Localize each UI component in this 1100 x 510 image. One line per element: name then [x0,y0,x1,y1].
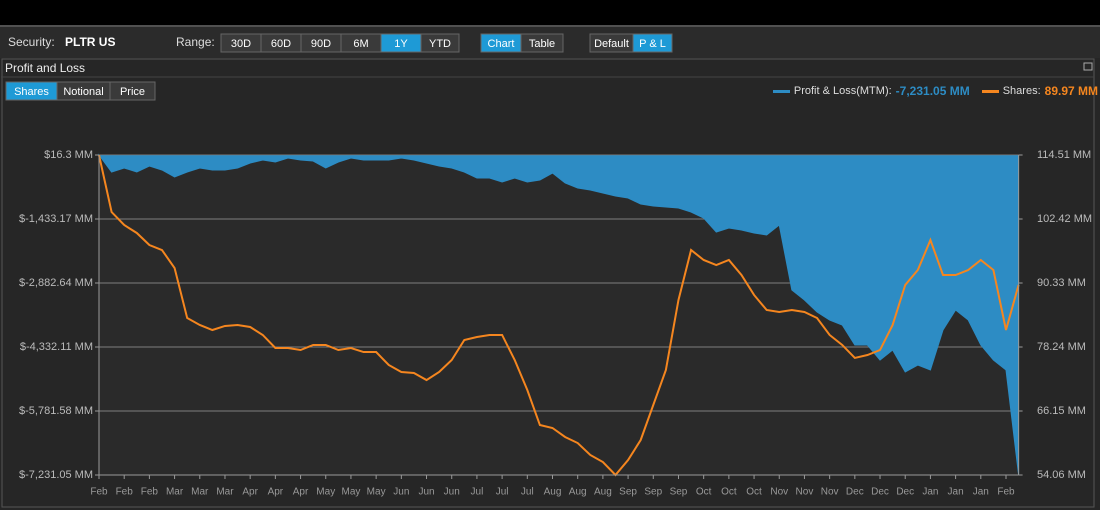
toggle-label[interactable]: 90D [311,38,331,50]
x-tick-label: Feb [997,487,1015,498]
x-tick-label: Sep [619,487,637,498]
y-tick-label: $16.3 MM [44,149,93,161]
shares-line [98,154,1020,477]
x-tick-label: Jul [496,487,509,498]
x-tick-label: Sep [670,487,688,498]
toggle-label[interactable]: Table [529,38,555,50]
x-tick-label: Jun [444,487,460,498]
toggle-label[interactable]: P & L [639,38,666,50]
legend-swatch [981,89,999,93]
x-tick-label: Feb [90,487,108,498]
legend-value: 89.97 MM [1044,84,1098,98]
toggle-label[interactable]: 1Y [394,38,408,50]
pnl-area [98,153,1020,476]
x-tick-label: Dec [896,487,914,498]
x-tick-label: Oct [721,487,737,498]
legend-swatch [772,89,790,93]
y2-tick-label: 90.33 MM [1037,277,1086,289]
x-tick-label: Jul [471,487,484,498]
x-tick-label: Jul [521,487,534,498]
toggle-button[interactable] [109,81,156,101]
y2-tick-label: 114.51 MM [1037,149,1091,161]
toggle-label[interactable]: 30D [231,38,251,50]
x-tick-label: Oct [696,487,712,498]
y2-tick-label: 54.06 MM [1037,469,1086,481]
x-tick-label: Jan [948,487,964,498]
x-tick-label: Jan [922,487,938,498]
x-tick-label: Aug [544,487,562,498]
toggle-label[interactable]: Chart [488,38,515,50]
toggle-label[interactable]: Notional [63,86,103,98]
x-tick-label: Jan [973,487,989,498]
x-tick-label: May [341,487,360,498]
x-tick-label: Nov [821,487,839,498]
legend-label: Shares: [1002,85,1041,97]
toggle-label[interactable]: 60D [271,38,291,50]
toggle-label[interactable]: YTD [429,38,451,50]
toggle-label[interactable]: Default [594,38,629,50]
toggle-button[interactable] [632,33,673,53]
x-tick-label: Apr [293,487,309,498]
range-label: Range: [176,35,215,49]
x-tick-label: Feb [141,487,159,498]
x-tick-label: Mar [166,487,184,498]
y2-tick-label: 78.24 MM [1037,341,1086,353]
y2-tick-label: 66.15 MM [1037,405,1086,417]
security: PLTR US [65,35,115,49]
toggle-label[interactable]: 6M [353,38,368,50]
y-tick-label: $-2,882.64 MM [19,277,93,289]
minimize-icon[interactable] [1083,62,1093,71]
x-tick-label: Feb [116,487,134,498]
x-tick-label: Sep [644,487,662,498]
legend: Profit & Loss(MTM): -7,231.05 MM Shares: 89… [765,84,1098,98]
x-tick-label: Mar [191,487,209,498]
x-tick-label: Jun [393,487,409,498]
legend-value: -7,231.05 MM [895,84,970,98]
toggle-button[interactable] [520,33,564,53]
toggle-label[interactable]: Shares [14,86,49,98]
x-tick-label: Nov [796,487,814,498]
x-tick-label: Apr [268,487,284,498]
security-label: Security: [8,35,55,49]
x-tick-label: May [316,487,335,498]
x-tick-label: Dec [846,487,864,498]
x-tick-label: Oct [746,487,762,498]
panel-title: Profit and Loss [5,61,85,75]
x-tick-label: Mar [216,487,234,498]
y-tick-label: $-5,781.58 MM [19,405,93,417]
x-tick-label: Apr [242,487,258,498]
y-tick-label: $-1,433.17 MM [19,213,93,225]
toggle-label[interactable]: Price [120,86,145,98]
x-tick-label: Dec [871,487,889,498]
x-tick-label: Jun [418,487,434,498]
y2-tick-label: 102.42 MM [1037,213,1092,225]
x-tick-label: Aug [594,487,612,498]
x-tick-label: Nov [770,487,788,498]
y-tick-label: $-4,332.11 MM [20,341,93,353]
x-tick-label: May [367,487,386,498]
legend-label: Profit & Loss(MTM): [793,85,892,97]
top-bar [0,0,1100,25]
toggle-button[interactable] [420,33,460,53]
y-tick-label: $-7,231.05 MM [19,469,93,481]
x-tick-label: Aug [569,487,587,498]
